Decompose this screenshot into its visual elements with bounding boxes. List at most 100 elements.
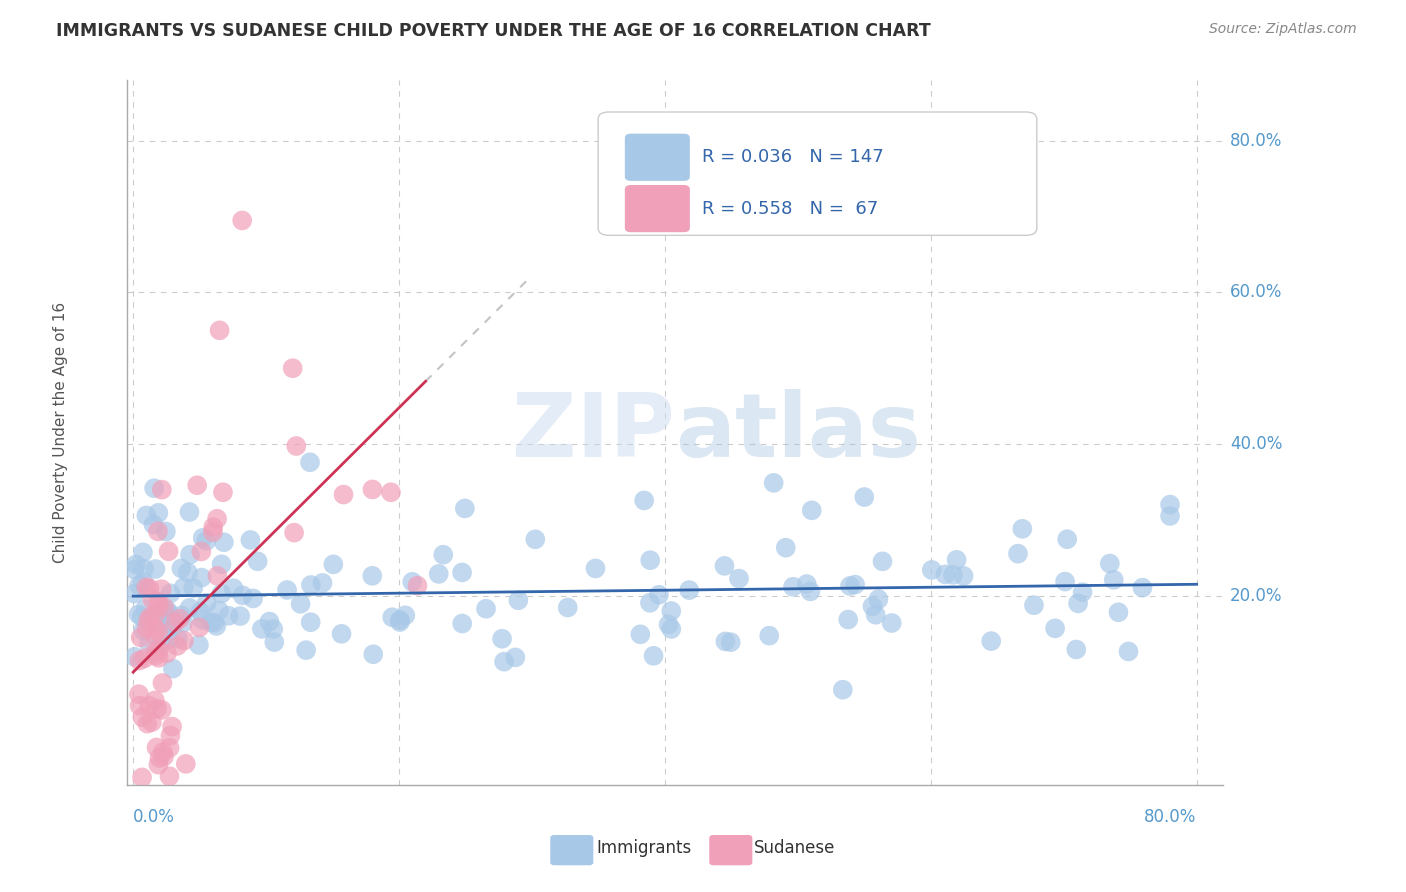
Point [262,622,284,636]
Point [169,612,191,626]
Point [129,631,152,645]
Point [132,562,155,576]
Point [132,574,155,589]
Point [202,520,225,534]
Text: 40.0%: 40.0% [1230,435,1282,453]
Point [208,603,231,617]
Point [166,632,188,646]
Point [153,749,176,764]
Point [159,769,181,783]
Point [643,648,665,663]
Point [157,620,180,634]
Point [401,574,423,589]
Point [152,745,174,759]
Point [1132,581,1154,595]
Point [945,553,967,567]
Point [212,535,235,549]
Text: 60.0%: 60.0% [1230,284,1282,301]
Point [128,607,150,622]
Point [146,524,169,539]
Point [179,505,201,519]
Text: R = 0.558   N =  67: R = 0.558 N = 67 [703,200,879,218]
Point [799,584,821,599]
Point [153,600,176,615]
Point [143,693,166,707]
Text: 20.0%: 20.0% [1230,587,1282,605]
Point [191,531,214,545]
Point [160,720,183,734]
Point [299,455,322,469]
Point [361,569,384,583]
Point [880,615,903,630]
Point [934,567,956,582]
Point [585,561,607,575]
Point [157,544,180,558]
Point [173,580,195,594]
Point [172,615,194,630]
Point [205,619,228,633]
Point [451,566,474,580]
Point [1102,573,1125,587]
Point [330,627,353,641]
Point [149,638,172,652]
Point [406,579,429,593]
Point [148,751,170,765]
Point [131,771,153,785]
Point [128,698,150,713]
Point [145,648,167,663]
Point [381,610,404,624]
Point [135,580,157,594]
Point [145,623,167,637]
Point [141,592,163,607]
Point [186,478,208,492]
Point [837,613,859,627]
Point [714,634,737,648]
Point [263,635,285,649]
Point [165,615,187,630]
Point [131,710,153,724]
Point [758,629,780,643]
Point [181,581,204,595]
Point [128,687,150,701]
Text: IMMIGRANTS VS SUDANESE CHILD POVERTY UNDER THE AGE OF 16 CORRELATION CHART: IMMIGRANTS VS SUDANESE CHILD POVERTY UND… [56,22,931,40]
Point [211,558,233,572]
Point [152,676,174,690]
Point [361,647,384,661]
Point [159,740,181,755]
Point [361,483,384,497]
Point [380,485,402,500]
Point [451,616,474,631]
Point [720,635,742,649]
Point [491,632,513,646]
Point [156,603,179,617]
Point [229,609,252,624]
Point [427,566,450,581]
Point [659,604,682,618]
Point [831,682,853,697]
Point [138,636,160,650]
Point [156,610,179,624]
Point [212,485,235,500]
Point [1043,621,1066,635]
Point [872,554,894,568]
Text: 0.0%: 0.0% [134,807,176,826]
Point [388,615,411,629]
Point [638,553,661,567]
Point [250,622,273,636]
Point [475,601,498,615]
Point [505,650,527,665]
Point [1022,598,1045,612]
Point [128,653,150,667]
Point [1007,547,1029,561]
Point [332,487,354,501]
Point [762,475,785,490]
FancyBboxPatch shape [551,836,593,864]
Point [678,583,700,598]
Point [844,577,866,591]
Point [124,649,146,664]
Point [311,575,333,590]
Point [135,621,157,635]
Point [139,610,162,624]
Point [159,607,181,621]
Point [145,562,167,576]
